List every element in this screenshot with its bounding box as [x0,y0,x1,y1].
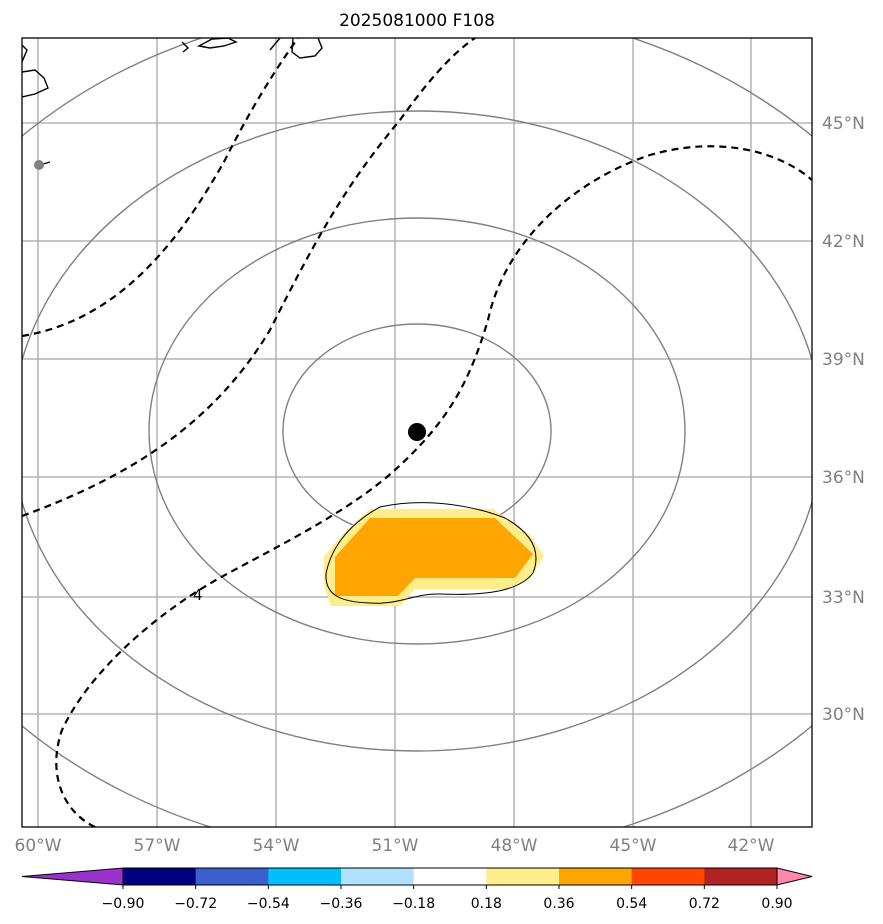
island-marker [34,160,44,170]
colorbar-tick-label: 0.18 [471,896,502,912]
colorbar-segment [413,868,487,885]
colorbar-extend-max [776,867,813,886]
colorbar-segment [704,868,778,885]
coast-left-1 [22,44,28,63]
colorbar-segment [341,868,415,885]
colorbar-tick-label: 0.54 [616,896,647,912]
gridlines [22,38,812,827]
shade-0-36-to-0-54 [335,518,533,596]
range-ring-2 [148,217,686,645]
colorbar-segment [631,868,705,885]
coast-top-2 [196,38,238,49]
colorbar-tick-label: 0.72 [689,896,720,912]
range-ring-3 [22,110,812,752]
colorbar-extend-min [21,867,124,886]
lat-label: 39°N [822,350,865,370]
map-frame [21,37,813,828]
contour-solid [325,502,537,604]
coast-top-3 [269,38,281,51]
coast-top-4 [291,38,323,59]
colorbar-segment [559,868,633,885]
lon-label: 60°W [15,836,62,856]
lon-label: 51°W [372,836,419,856]
dashed-contour-2 [22,38,476,518]
lat-label: 42°N [822,232,865,252]
lon-label: 57°W [134,836,181,856]
latitude-labels: 45°N 42°N 39°N 36°N 33°N 30°N [822,114,865,725]
colorbar-tick-label: −0.90 [102,896,145,912]
colorbar-tick-label: −0.36 [320,896,363,912]
longitude-labels: 60°W 57°W 54°W 51°W 48°W 45°W 42°W [15,836,775,856]
lat-label: 30°N [822,705,865,725]
dashed-contour-3 [55,145,812,827]
lon-label: 54°W [253,836,300,856]
colorbar-tick-label: 0.36 [543,896,574,912]
colorbar: −0.90 −0.72 −0.54 −0.36 −0.18 0.18 0.36 0.54 0.7… [21,867,813,912]
colorbar-tick-label: −0.72 [174,896,217,912]
lon-label: 48°W [491,836,538,856]
storm-center-marker [408,423,426,441]
lon-label: 45°W [610,836,657,856]
lat-label: 36°N [822,468,865,488]
coastlines [22,38,323,166]
colorbar-tick-label: −0.18 [392,896,435,912]
coast-top-1 [181,41,190,53]
colorbar-tick-label: −0.54 [247,896,290,912]
dashed-contour-1 [22,38,299,338]
lat-label: 45°N [822,114,865,134]
dashed-contours [22,38,812,827]
colorbar-outline [122,867,778,886]
colorbar-tick-label: 0.90 [761,896,792,912]
colorbar-segment [123,868,197,885]
coast-left-2 [22,69,49,98]
chart-title: 2025081000 F108 [339,11,495,31]
colorbar-segment [268,868,342,885]
shaded-field [324,502,544,606]
lon-label: 42°W [728,836,775,856]
contour-label: 4 [193,586,203,604]
lat-label: 33°N [822,588,865,608]
colorbar-segment [195,868,269,885]
colorbar-segment [486,868,560,885]
